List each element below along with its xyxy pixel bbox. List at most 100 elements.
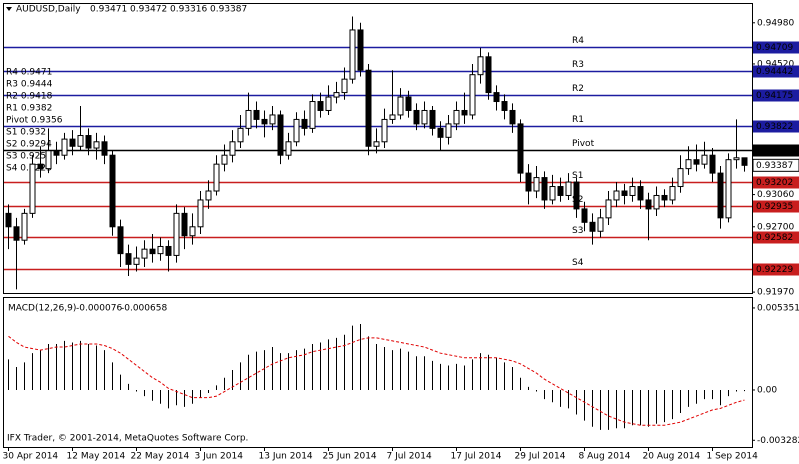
candle-body [525,172,532,192]
candle-body [221,154,228,165]
candle-body [285,141,292,156]
candle-body [261,118,268,125]
level-price: 0.92229 [756,265,793,275]
candle-body [29,163,36,214]
level-note: S4 0.9223 [6,164,52,174]
x-tick-label: 3 Jun 2014 [195,452,244,462]
bid-price: 0.93387 [756,161,793,171]
macd-signal [8,335,745,426]
level-label: R1 [572,115,584,125]
candle-body [533,177,540,192]
level-price-box [753,200,799,213]
x-tick-label: 22 May 2014 [131,452,190,462]
candle-body [733,157,740,161]
level-label: R3 [572,60,584,70]
candle-body [589,221,596,232]
candle-body [189,226,196,237]
copyright: IFX Trader, © 2001-2014, MetaQuotes Soft… [7,434,248,444]
candle-body [397,96,404,116]
candle-body [741,157,748,166]
level-note: Pivot 0.9356 [6,116,63,126]
candle-body [349,29,356,80]
x-tick-label: 25 Jun 2014 [323,452,377,462]
candle-body [341,78,348,94]
candle-body [453,109,460,125]
level-label: R2 [572,84,584,94]
level-price: 0.94709 [756,43,793,53]
y-tick-label: 0.94980 [757,18,794,28]
level-note: R1 0.9382 [6,104,52,114]
candle-body [629,186,636,196]
x-tick-label: 8 Aug 2014 [579,452,631,462]
candle-body [429,109,436,129]
candle-body [205,190,212,201]
price-panel [3,3,753,294]
level-price: 0.94175 [756,91,793,101]
collapse-arrow[interactable] [6,7,12,11]
candle-body [445,123,452,138]
x-tick-label: 30 Apr 2014 [3,452,59,462]
level-price: 0.92935 [756,202,793,212]
candle-body [13,226,20,241]
candle-body [61,138,68,156]
candle-body [333,92,340,98]
level-note: S1 0.932 [6,128,46,138]
macd-panel [3,297,753,448]
header-close: 0.93387 [210,5,247,15]
x-tick-label: 17 Jul 2014 [451,452,502,462]
candle-body [357,29,364,71]
candle-body [245,109,252,129]
candle-body [149,248,156,255]
level-price-box [753,231,799,244]
y-tick-label: 0.93060 [757,190,794,200]
candle-body [125,253,132,265]
candle-body [469,74,476,116]
x-tick-label: 13 Jun 2014 [259,452,313,462]
candle-body [77,135,84,147]
level-note: R2 0.9418 [6,92,53,102]
level-price-box [753,176,799,189]
candle-body [565,181,572,196]
candle-body [701,154,708,165]
candle-body [405,96,412,111]
candle-body [109,154,116,228]
header-high: 0.93472 [130,5,167,15]
candle-body [693,159,700,165]
candle-body [133,257,140,265]
level-label: Pivot [572,139,595,149]
level-price: 0.93202 [756,178,793,188]
candle-body [661,194,668,201]
level-price-box [753,89,799,102]
candle-body [637,186,644,201]
candle-body [581,208,588,223]
candle-body [5,212,12,228]
candle-body [165,245,172,256]
candle-body [437,127,444,138]
level-price-box [753,41,799,54]
candle-body [69,138,76,147]
candle-body [709,154,716,174]
candle-body [485,56,492,94]
symbol-title: AUDUSD,Daily [16,5,81,15]
level-price-box [753,65,799,78]
level-label: S1 [572,171,583,181]
candle-body [717,172,724,219]
header-low: 0.93316 [170,5,207,15]
level-note: R3 0.9444 [6,80,53,90]
level-note: S2 0.9294 [6,140,52,150]
candle-body [253,109,260,120]
level-price-box [753,120,799,133]
macd-signal-value: -0.000658 [121,304,167,314]
macd-main-value: -0.000076 [76,304,122,314]
candle-body [197,199,204,228]
candle-body [237,127,244,143]
candle-body [101,141,108,156]
candle-body [413,109,420,125]
candle-body [381,118,388,143]
level-note: R4 0.9471 [6,68,52,78]
candle-body [269,114,276,125]
y-tick-label: 0.91970 [757,288,794,298]
candle-body [685,159,692,170]
